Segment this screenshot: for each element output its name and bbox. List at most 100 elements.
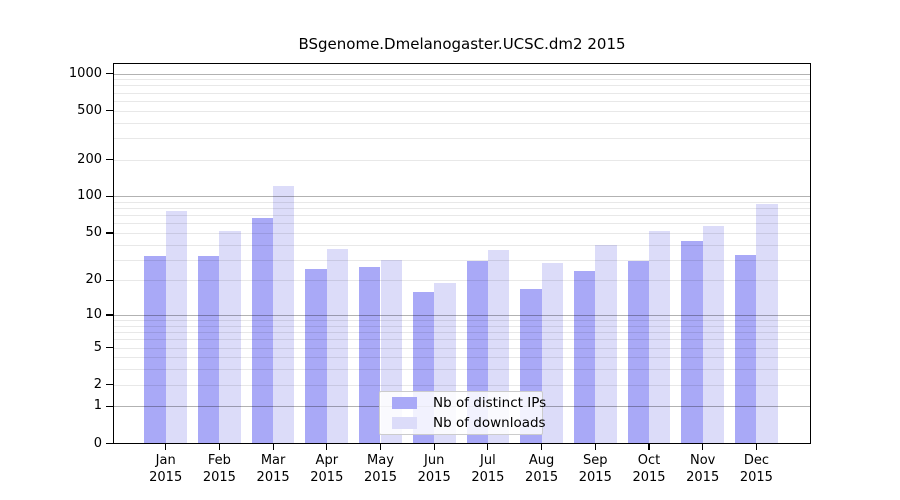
x-axis-tick-mark-aug	[541, 443, 543, 450]
gridline-minor-3	[113, 369, 811, 371]
x-axis-tick-mark-dec	[755, 443, 757, 450]
legend: Nb of distinct IPs Nb of downloads	[379, 391, 546, 435]
x-axis-tick-label-apr: Apr 2015	[310, 452, 344, 485]
chart-title: BSgenome.Dmelanogaster.UCSC.dm2 2015	[298, 35, 626, 53]
bar-distinct-ips-mar	[251, 218, 274, 444]
x-axis-tick-mark-jan	[165, 443, 167, 450]
bar-downloads-aug	[541, 263, 563, 444]
legend-label-distinct-ips: Nb of distinct IPs	[433, 395, 547, 411]
x-axis-tick-mark-mar	[272, 443, 274, 450]
bar-downloads-dec	[756, 204, 778, 444]
y-axis-tick-label-1: 1	[93, 398, 102, 414]
x-axis-tick-label-jun: Jun 2015	[417, 452, 451, 485]
gridline-minor-5	[113, 347, 811, 349]
gridline-minor-60	[113, 223, 811, 225]
y-axis-tick-label-100: 100	[77, 188, 102, 204]
y-axis-tick-mark-50	[106, 232, 113, 234]
x-axis-tick-label-jan: Jan 2015	[149, 452, 183, 485]
y-axis-tick-label-2: 2	[93, 376, 102, 392]
x-axis-tick-label-aug: Aug 2015	[525, 452, 559, 485]
gridline-minor-500	[113, 110, 811, 112]
x-axis-tick-label-oct: Oct 2015	[632, 452, 666, 485]
x-axis-tick-mark-apr	[326, 443, 328, 450]
bar-distinct-ips-jan	[144, 256, 166, 444]
y-axis-tick-mark-5	[106, 346, 113, 349]
bar-distinct-ips-may	[359, 267, 381, 444]
bar-distinct-ips-feb	[198, 256, 220, 444]
y-axis-tick-mark-0	[106, 442, 113, 445]
gridline-minor-7	[113, 332, 811, 334]
gridline-major-100	[113, 196, 811, 198]
gridline-minor-8	[113, 325, 811, 327]
gridline-minor-20	[113, 280, 811, 282]
gridline-major-1000	[113, 73, 811, 75]
y-axis-tick-mark-200	[106, 158, 113, 161]
y-axis-tick-mark-20	[106, 279, 113, 282]
x-axis-tick-label-dec: Dec 2015	[739, 452, 773, 485]
legend-item-downloads: Nb of downloads	[380, 415, 546, 432]
y-axis-tick-label-1000: 1000	[68, 65, 102, 81]
x-axis-tick-label-mar: Mar 2015	[256, 452, 290, 485]
y-axis-tick-mark-1	[106, 405, 113, 407]
x-axis-tick-label-jul: Jul 2015	[471, 452, 505, 485]
y-axis-tick-label-5: 5	[93, 339, 102, 355]
x-axis-tick-mark-nov	[702, 443, 704, 450]
x-axis-tick-mark-sep	[594, 443, 596, 450]
x-axis-tick-label-nov: Nov 2015	[686, 452, 720, 485]
y-axis-tick-mark-100	[106, 195, 113, 197]
gridline-minor-30	[113, 259, 811, 261]
y-axis-tick-mark-1000	[106, 72, 113, 75]
y-axis-tick-label-200: 200	[77, 151, 102, 167]
bar-downloads-jan	[165, 210, 188, 444]
x-axis-tick-mark-jul	[487, 443, 489, 450]
x-axis-tick-mark-feb	[218, 443, 220, 450]
x-axis-tick-mark-oct	[648, 443, 650, 450]
y-axis-tick-label-0: 0	[93, 435, 102, 451]
gridline-minor-6	[113, 339, 811, 341]
legend-label-downloads: Nb of downloads	[433, 415, 546, 431]
bar-downloads-mar	[273, 186, 295, 444]
gridline-minor-600	[113, 100, 811, 102]
gridline-minor-900	[113, 79, 811, 81]
bar-distinct-ips-sep	[573, 271, 596, 444]
bar-distinct-ips-dec	[735, 254, 757, 444]
x-axis-tick-mark-jun	[433, 443, 435, 450]
gridline-minor-9	[113, 320, 811, 322]
gridline-minor-4	[113, 357, 811, 359]
gridline-major-10	[113, 315, 811, 317]
gridline-minor-2	[113, 384, 811, 386]
x-axis-tick-label-may: May 2015	[363, 452, 398, 485]
y-axis-tick-label-500: 500	[77, 102, 102, 118]
x-axis-tick-label-feb: Feb 2015	[202, 452, 236, 485]
bar-downloads-sep	[595, 244, 617, 444]
legend-item-distinct-ips: Nb of distinct IPs	[380, 395, 546, 412]
y-axis-tick-mark-500	[106, 110, 113, 112]
bar-distinct-ips-apr	[305, 269, 327, 444]
bar-downloads-feb	[219, 230, 241, 444]
bar-downloads-nov	[702, 226, 725, 444]
bar-distinct-ips-nov	[681, 240, 703, 444]
gridline-minor-200	[113, 159, 811, 161]
y-axis-tick-mark-2	[106, 384, 113, 386]
gridline-minor-70	[113, 215, 811, 217]
x-axis-tick-label-sep: Sep 2015	[578, 452, 612, 485]
gridline-minor-90	[113, 201, 811, 203]
y-axis-tick-mark-10	[106, 314, 113, 316]
gridline-minor-800	[113, 85, 811, 87]
gridline-minor-300	[113, 137, 811, 139]
gridline-minor-400	[113, 122, 811, 124]
gridline-minor-700	[113, 92, 811, 94]
bar-downloads-apr	[326, 248, 349, 444]
legend-swatch-distinct-ips	[392, 397, 417, 409]
gridline-minor-50	[113, 232, 811, 234]
y-axis-tick-label-10: 10	[85, 307, 102, 323]
gridline-minor-80	[113, 208, 811, 210]
bar-downloads-oct	[649, 230, 671, 444]
gridline-minor-40	[113, 244, 811, 246]
bar-distinct-ips-oct	[627, 261, 649, 444]
y-axis-tick-label-50: 50	[85, 224, 102, 240]
legend-swatch-downloads	[392, 417, 417, 429]
